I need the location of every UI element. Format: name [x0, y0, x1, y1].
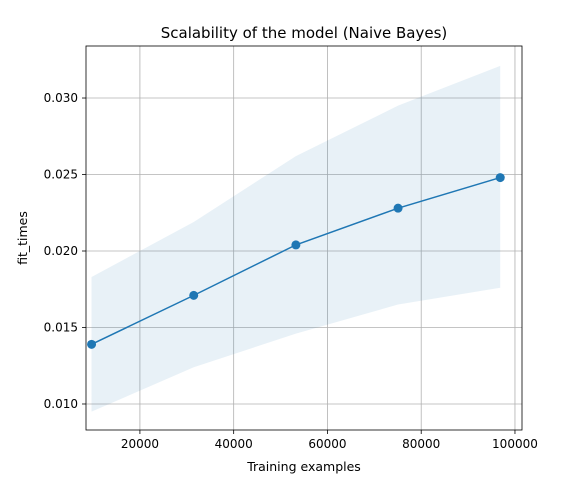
x-axis-ticks: 20000 40000 60000 80000 100000: [121, 430, 538, 451]
series-markers: [87, 173, 505, 349]
x-axis-label: Training examples: [246, 459, 361, 474]
data-point: [291, 240, 301, 250]
y-tick-label: 0.015: [44, 320, 78, 334]
y-axis-label: fit_times: [15, 211, 30, 265]
data-point: [393, 203, 403, 213]
x-tick-label: 80000: [402, 437, 440, 451]
data-point: [189, 290, 199, 300]
chart-title: Scalability of the model (Naive Bayes): [161, 24, 448, 42]
grid: [86, 46, 522, 430]
std-band-area: [91, 65, 501, 412]
std-band: [91, 65, 501, 412]
y-tick-label: 0.010: [44, 397, 78, 411]
y-tick-label: 0.025: [44, 168, 78, 182]
y-tick-label: 0.020: [44, 244, 78, 258]
x-tick-label: 20000: [121, 437, 159, 451]
x-tick-label: 40000: [215, 437, 253, 451]
y-tick-label: 0.030: [44, 91, 78, 105]
data-point: [87, 339, 97, 349]
data-point: [495, 173, 505, 183]
y-axis-ticks: 0.010 0.015 0.020 0.025 0.030: [44, 91, 86, 411]
x-tick-label: 100000: [492, 437, 538, 451]
x-tick-label: 60000: [308, 437, 346, 451]
axes-frame: [85, 45, 523, 431]
